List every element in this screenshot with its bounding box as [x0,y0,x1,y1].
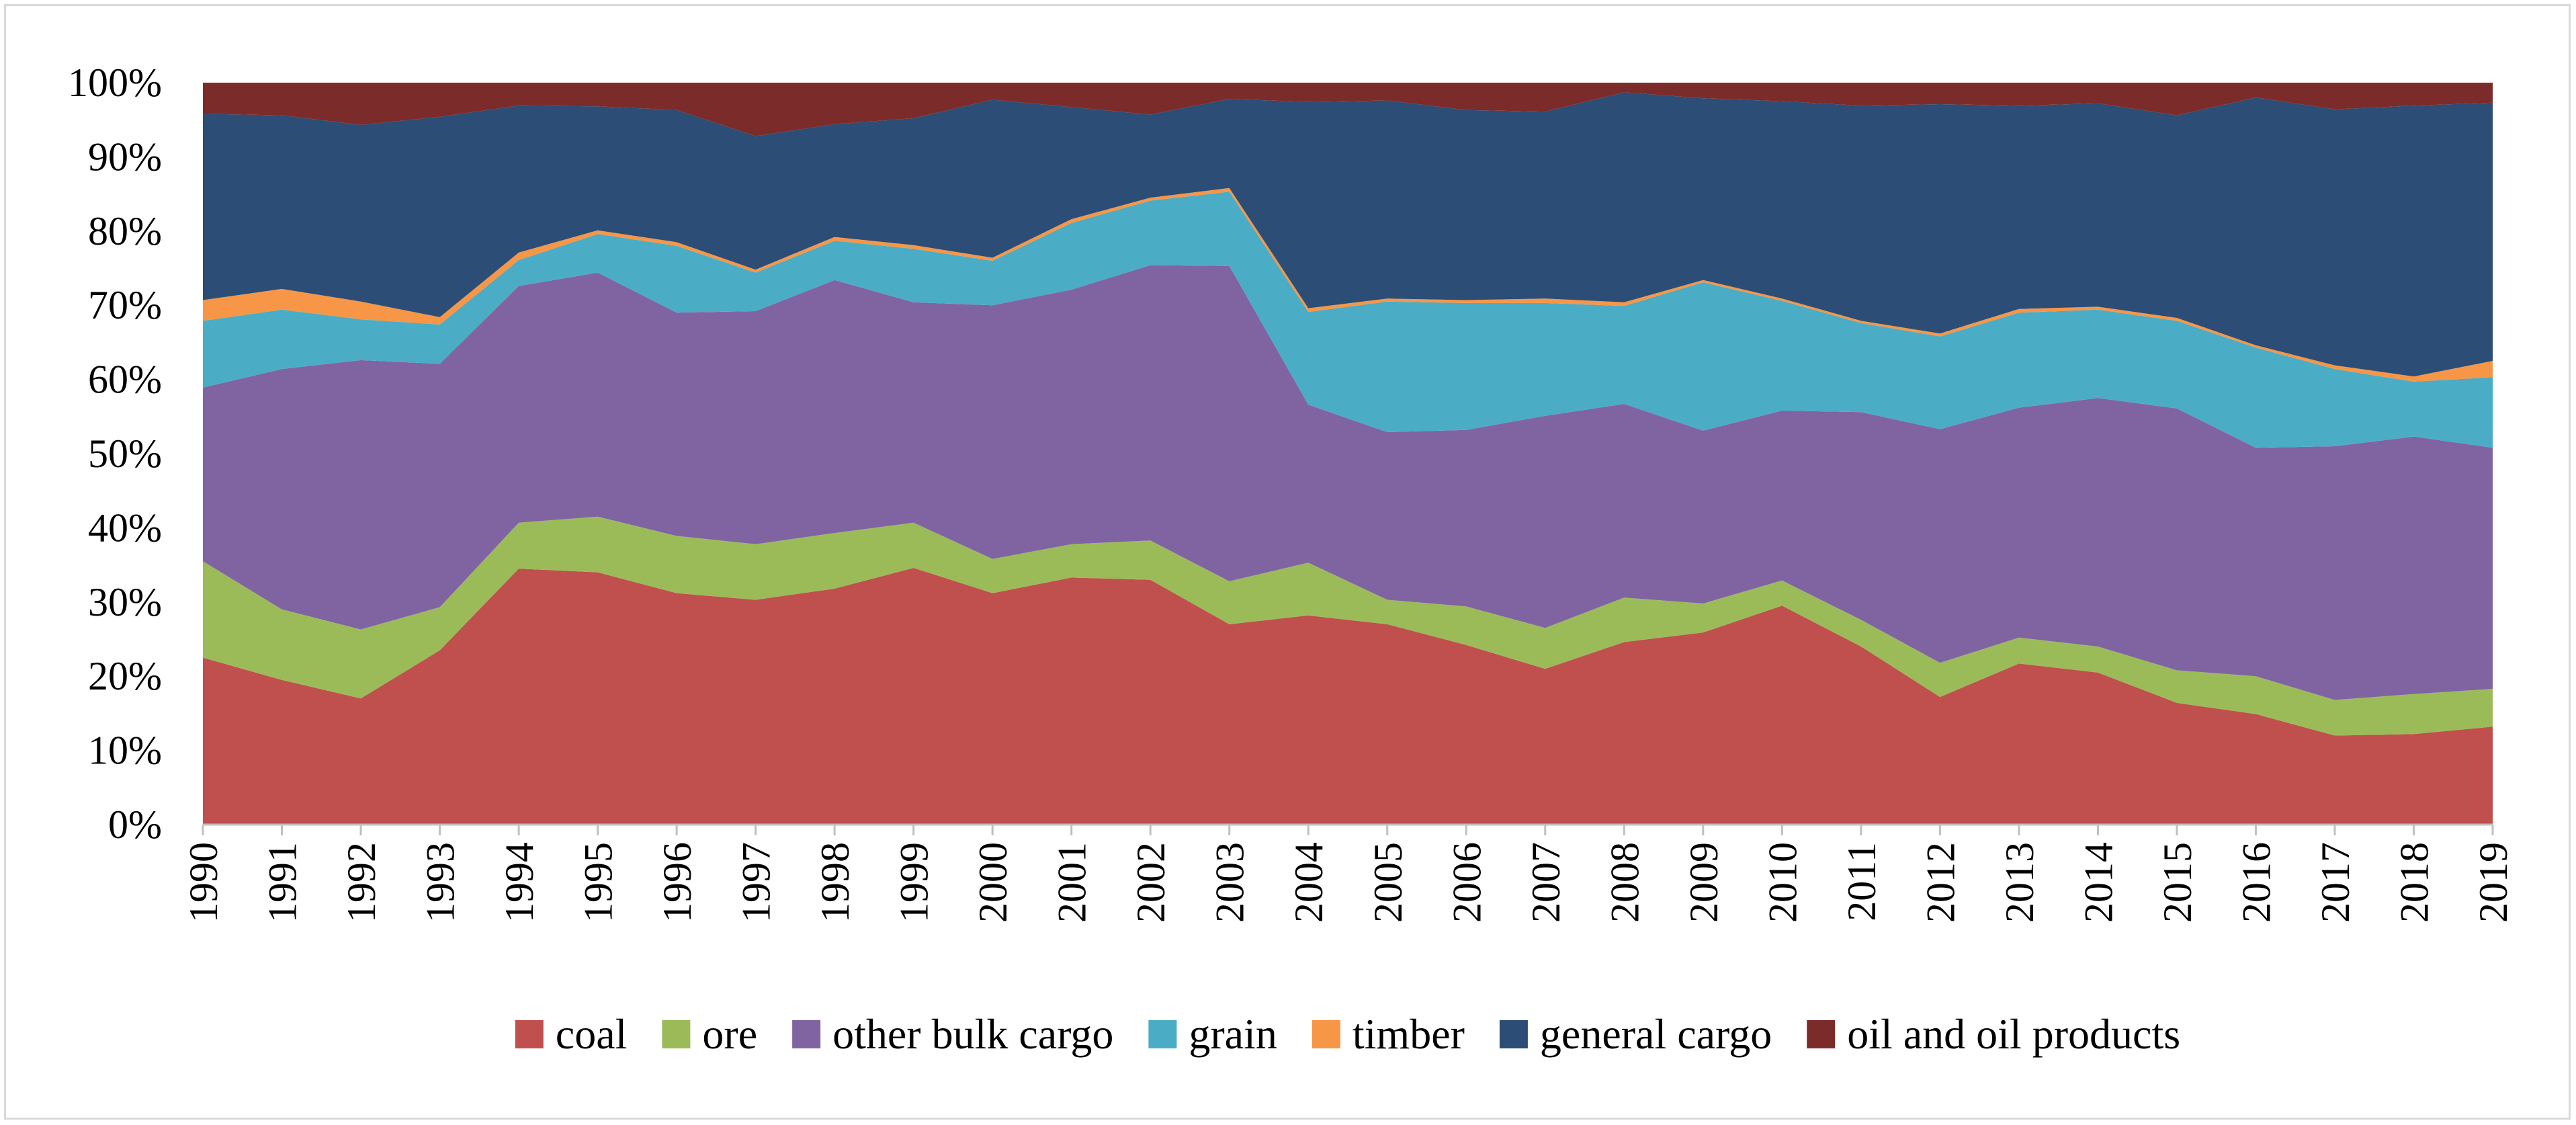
area-coal [203,568,2493,825]
x-tick-label: 2004 [1287,842,1331,923]
x-tick-label: 1997 [734,842,779,923]
legend-swatch-other-bulk-cargo [792,1020,821,1048]
area-grain [203,192,2493,448]
x-tick-label: 1990 [181,842,226,923]
legend-label-timber: timber [1353,1010,1465,1058]
area-other-bulk-cargo [203,265,2493,700]
legend-label-coal: coal [556,1010,628,1058]
chart-frame: 0% 10% 20% 30% 40% 50% 60% 70% 80% 90% 100% 1990 199… [4,4,2571,1120]
x-tick-label: 2001 [1050,842,1094,923]
x-tick-label: 2000 [971,842,1015,923]
x-tick-label: 2015 [2155,842,2200,923]
y-tick-label: 40% [88,505,162,550]
legend-swatch-grain [1148,1020,1177,1048]
x-tick-label: 2012 [1918,842,1963,923]
legend: coal ore other bulk cargo grain timber genera… [515,1010,2180,1058]
x-tick-label: 2013 [1998,842,2042,923]
x-tick-label: 1998 [813,842,857,923]
x-tick-label: 2017 [2313,842,2358,923]
area-general-cargo [203,92,2493,377]
x-tick-label: 1999 [892,842,937,923]
legend-label-grain: grain [1189,1010,1277,1058]
area-oil-and-oil-products [203,83,2493,136]
areas-layer [203,83,2493,825]
y-tick-label: 90% [88,134,162,179]
axis-layer: 0% 10% 20% 30% 40% 50% 60% 70% 80% 90% 100% 1990 199… [68,60,2516,923]
x-tick-label: 2003 [1208,842,1252,923]
x-tick-label: 2002 [1129,842,1173,923]
x-tick-label: 1994 [497,842,542,923]
area-ore [203,516,2493,736]
x-tick-label: 2018 [2393,842,2437,923]
x-tick-label: 2019 [2471,842,2516,923]
legend-label-ore: ore [702,1010,757,1058]
legend-swatch-ore [662,1020,691,1048]
y-tick-label: 30% [88,580,162,624]
x-tick-label: 2014 [2076,842,2120,923]
y-tick-label: 50% [88,431,162,476]
x-tick-label: 2011 [1840,842,1884,921]
legend-label-general-cargo: general cargo [1540,1010,1772,1058]
x-tick-label: 1991 [261,842,305,923]
y-tick-label: 80% [88,209,162,253]
legend-swatch-oil-and-oil-products [1807,1020,1836,1048]
y-tick-label: 0% [108,802,162,847]
legend-swatch-general-cargo [1499,1020,1528,1048]
legend-label-oil-and-oil-products: oil and oil products [1847,1010,2180,1058]
x-tick-label: 1995 [576,842,621,923]
legend-swatch-timber [1312,1020,1340,1048]
x-tick-label: 1993 [419,842,463,923]
legend-swatch-coal [515,1020,544,1048]
x-tick-label: 1992 [339,842,384,923]
x-tick-label: 2007 [1524,842,1568,923]
legend-items: coal ore other bulk cargo grain timber genera… [515,1010,2180,1058]
y-tick-label: 60% [88,358,162,402]
x-tick-label: 1996 [655,842,699,923]
x-tick-label: 2016 [2234,842,2278,923]
y-tick-label: 10% [88,728,162,773]
x-tick-label: 2009 [1682,842,1726,923]
x-tick-label: 2010 [1760,842,1805,923]
y-tick-label: 100% [68,60,162,105]
y-tick-label: 70% [88,283,162,327]
x-tick-label: 2005 [1366,842,1410,923]
stacked-area-chart: 0% 10% 20% 30% 40% 50% 60% 70% 80% 90% 100% 1990 199… [68,60,2516,1058]
legend-label-other-bulk-cargo: other bulk cargo [832,1010,1113,1058]
y-tick-label: 20% [88,654,162,698]
x-tick-label: 2006 [1445,842,1489,923]
x-tick-label: 2008 [1602,842,1647,923]
